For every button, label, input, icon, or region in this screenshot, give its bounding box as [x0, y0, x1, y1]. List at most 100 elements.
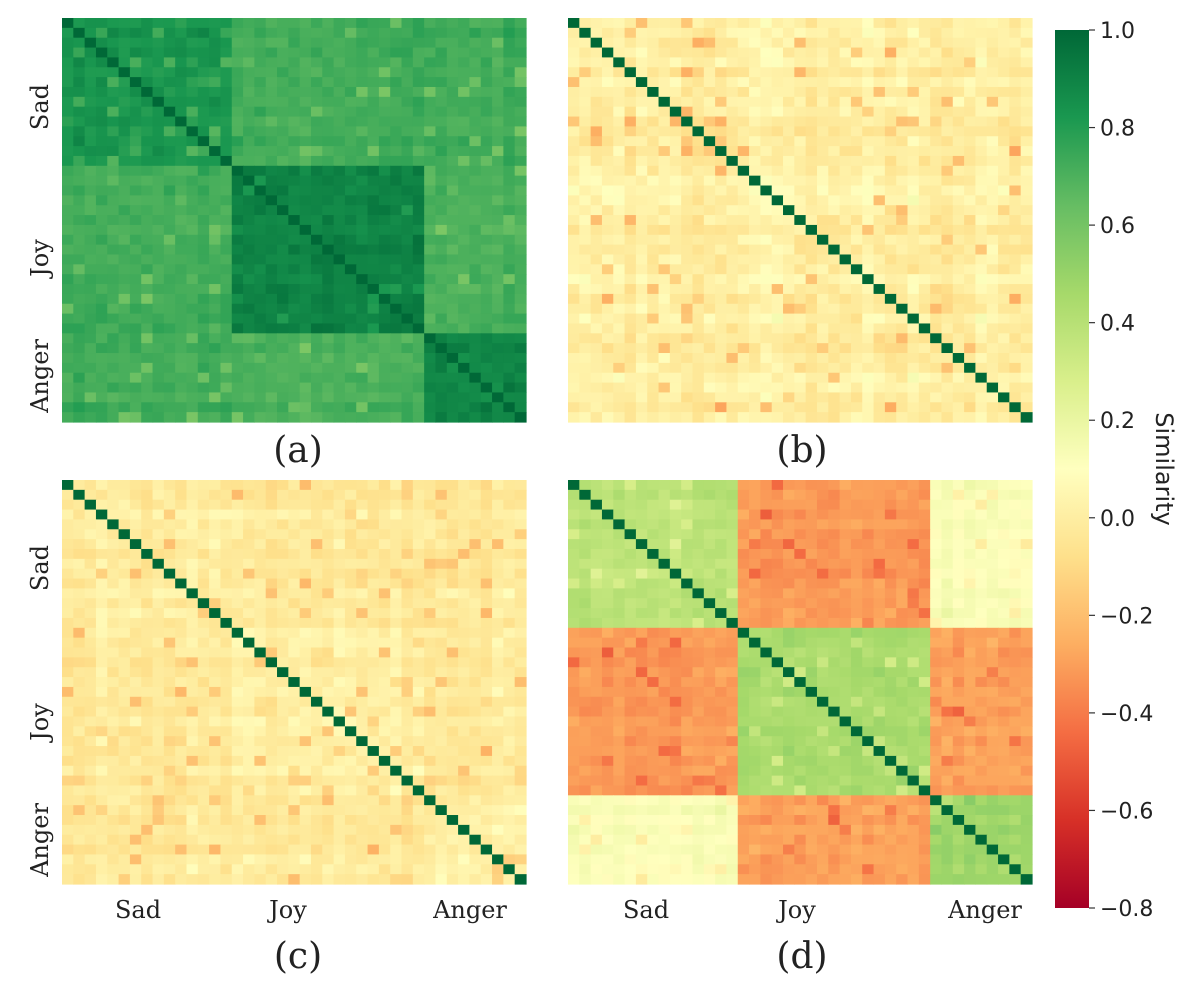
- heatmap-cell: [1009, 86, 1022, 98]
- heatmap-cell: [175, 372, 188, 384]
- heatmap-cell: [783, 86, 795, 98]
- heatmap-cell: [986, 244, 999, 256]
- heatmap-cell: [118, 86, 131, 98]
- heatmap-cell: [964, 195, 977, 206]
- heatmap-cell: [367, 598, 380, 609]
- heatmap-cell: [737, 165, 750, 177]
- heatmap-cell: [816, 106, 829, 118]
- heatmap-cell: [492, 353, 504, 364]
- heatmap-cell: [771, 313, 784, 325]
- heatmap-cell: [186, 234, 199, 246]
- heatmap-cell: [265, 77, 278, 88]
- heatmap-cell: [209, 499, 222, 511]
- heatmap-cell: [95, 146, 108, 157]
- heatmap-cell: [356, 244, 369, 256]
- heatmap-cell: [401, 657, 414, 668]
- heatmap-cell: [141, 86, 154, 98]
- heatmap-cell: [839, 412, 852, 423]
- heatmap-cell: [503, 106, 516, 118]
- heatmap-cell: [480, 165, 493, 177]
- heatmap-cell: [964, 37, 977, 49]
- heatmap-cell: [635, 47, 648, 59]
- heatmap-cell: [613, 77, 626, 88]
- heatmap-cell: [590, 86, 603, 98]
- heatmap-cell: [197, 795, 210, 806]
- heatmap-cell: [299, 716, 312, 727]
- heatmap-cell: [1020, 215, 1033, 226]
- heatmap-cell: [446, 716, 459, 727]
- heatmap-cell: [186, 509, 199, 521]
- heatmap-cell: [601, 343, 614, 354]
- heatmap-cell: [62, 824, 74, 836]
- heatmap-cell: [703, 185, 716, 196]
- heatmap-cell: [816, 234, 829, 246]
- heatmap-cell: [129, 185, 142, 196]
- heatmap-cell: [175, 215, 188, 226]
- heatmap-cell: [601, 86, 614, 98]
- heatmap-cell: [862, 412, 875, 423]
- heatmap-cell: [220, 155, 233, 167]
- heatmap-cell: [163, 815, 176, 826]
- heatmap-cell: [624, 362, 637, 374]
- heatmap-cell: [401, 755, 414, 767]
- heatmap-cell: [152, 372, 165, 384]
- heatmap-cell: [681, 402, 694, 413]
- heatmap-cell: [435, 195, 448, 206]
- heatmap-cell: [299, 195, 312, 206]
- heatmap-cell: [141, 746, 154, 757]
- heatmap-cell: [84, 667, 97, 678]
- heatmap-cell: [514, 274, 527, 285]
- heatmap-cell: [84, 146, 97, 157]
- heatmap-cell: [390, 293, 403, 305]
- heatmap-cell: [322, 637, 335, 649]
- heatmap-cell: [333, 205, 346, 216]
- heatmap-cell: [907, 264, 920, 275]
- heatmap-cell: [243, 343, 255, 354]
- heatmap-cell: [197, 824, 210, 836]
- heatmap-cell: [84, 116, 97, 127]
- heatmap-cell: [209, 333, 222, 344]
- heatmap-cell: [703, 323, 716, 334]
- heatmap-cell: [310, 372, 323, 384]
- heatmap-cell: [367, 716, 380, 727]
- heatmap-cell: [828, 323, 841, 334]
- heatmap-cell: [152, 205, 165, 216]
- heatmap-cell: [1020, 37, 1033, 49]
- heatmap-cell: [964, 126, 977, 137]
- heatmap-cell: [141, 598, 154, 609]
- heatmap-cell: [760, 303, 773, 315]
- heatmap-cell: [378, 343, 391, 354]
- heatmap-cell: [175, 706, 188, 718]
- heatmap-cell: [73, 627, 86, 639]
- heatmap-cell: [62, 755, 74, 767]
- heatmap-cell: [435, 667, 448, 678]
- heatmap-cell: [986, 303, 999, 315]
- heatmap-cell: [73, 746, 86, 757]
- heatmap-cell: [635, 57, 648, 68]
- heatmap-cell: [175, 489, 188, 501]
- heatmap-cell: [401, 126, 414, 137]
- heatmap-cell: [344, 224, 357, 236]
- heatmap-cell: [73, 323, 86, 334]
- heatmap-cell: [73, 136, 86, 147]
- heatmap-cell: [794, 146, 807, 157]
- heatmap-cell: [277, 627, 289, 639]
- heatmap-cell: [378, 372, 391, 384]
- heatmap-cell: [299, 844, 312, 856]
- heatmap-cell: [95, 726, 108, 737]
- heatmap-cell: [220, 785, 233, 796]
- heatmap-cell: [469, 726, 482, 737]
- heatmap-cell: [998, 18, 1010, 29]
- heatmap-cell: [480, 805, 493, 816]
- heatmap-cell: [681, 175, 694, 187]
- heatmap-cell: [480, 155, 493, 167]
- heatmap-cell: [152, 667, 165, 678]
- heatmap-cell: [435, 323, 448, 334]
- heatmap-cell: [95, 106, 108, 118]
- heatmap-cell: [480, 558, 493, 570]
- heatmap-cell: [458, 392, 471, 403]
- heatmap-cell: [333, 382, 346, 394]
- heatmap-cell: [322, 686, 335, 698]
- heatmap-cell: [175, 155, 188, 167]
- heatmap-cell: [299, 67, 312, 78]
